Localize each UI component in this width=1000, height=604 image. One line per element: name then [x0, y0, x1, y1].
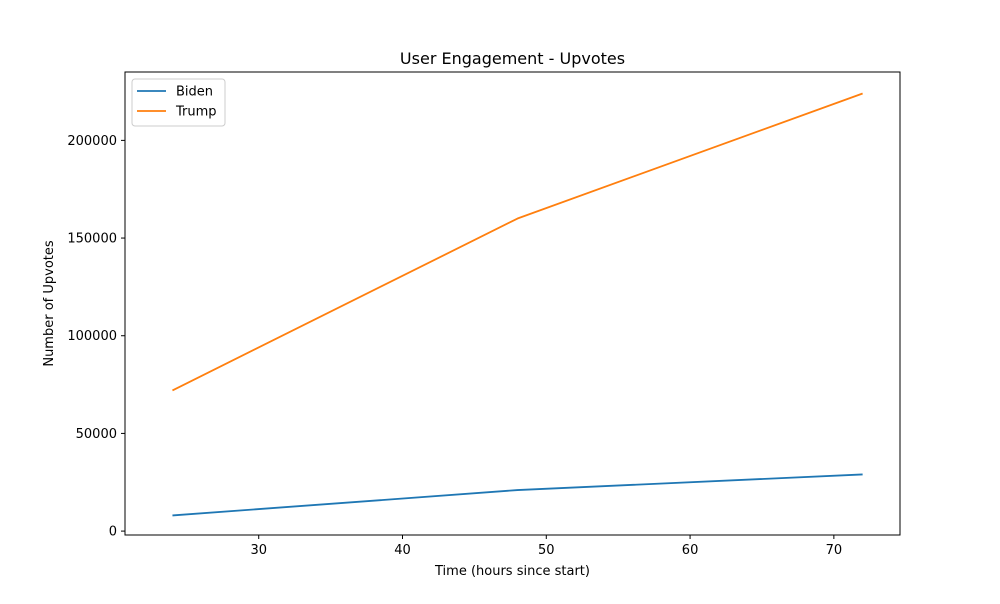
x-tick-label: 50 [538, 543, 555, 558]
plot-area-frame [124, 71, 901, 536]
x-tick-label: 30 [250, 543, 267, 558]
y-axis-ticks: 0 50000 100000 150000 200000 [67, 134, 125, 540]
y-tick-label: 150000 [67, 232, 117, 247]
y-tick-label: 200000 [67, 134, 117, 149]
y-tick-label: 100000 [67, 329, 117, 344]
y-tick-label: 0 [109, 525, 117, 540]
x-axis-ticks: 30 40 50 60 70 [250, 535, 842, 558]
y-tick-label: 50000 [76, 427, 117, 442]
x-tick-label: 60 [682, 543, 699, 558]
series-line-biden [172, 473, 863, 517]
x-tick-label: 70 [826, 543, 843, 558]
x-axis-label: Time (hours since start) [434, 564, 590, 579]
y-axis-label: Number of Upvotes [42, 240, 57, 367]
legend: Biden Trump [131, 78, 226, 127]
legend-label-trump: Trump [175, 105, 217, 120]
legend-label-biden: Biden [176, 85, 213, 100]
chart-title: User Engagement - Upvotes [400, 49, 625, 68]
x-tick-label: 40 [394, 543, 411, 558]
series-layer [172, 92, 863, 517]
series-line-trump [172, 92, 863, 392]
